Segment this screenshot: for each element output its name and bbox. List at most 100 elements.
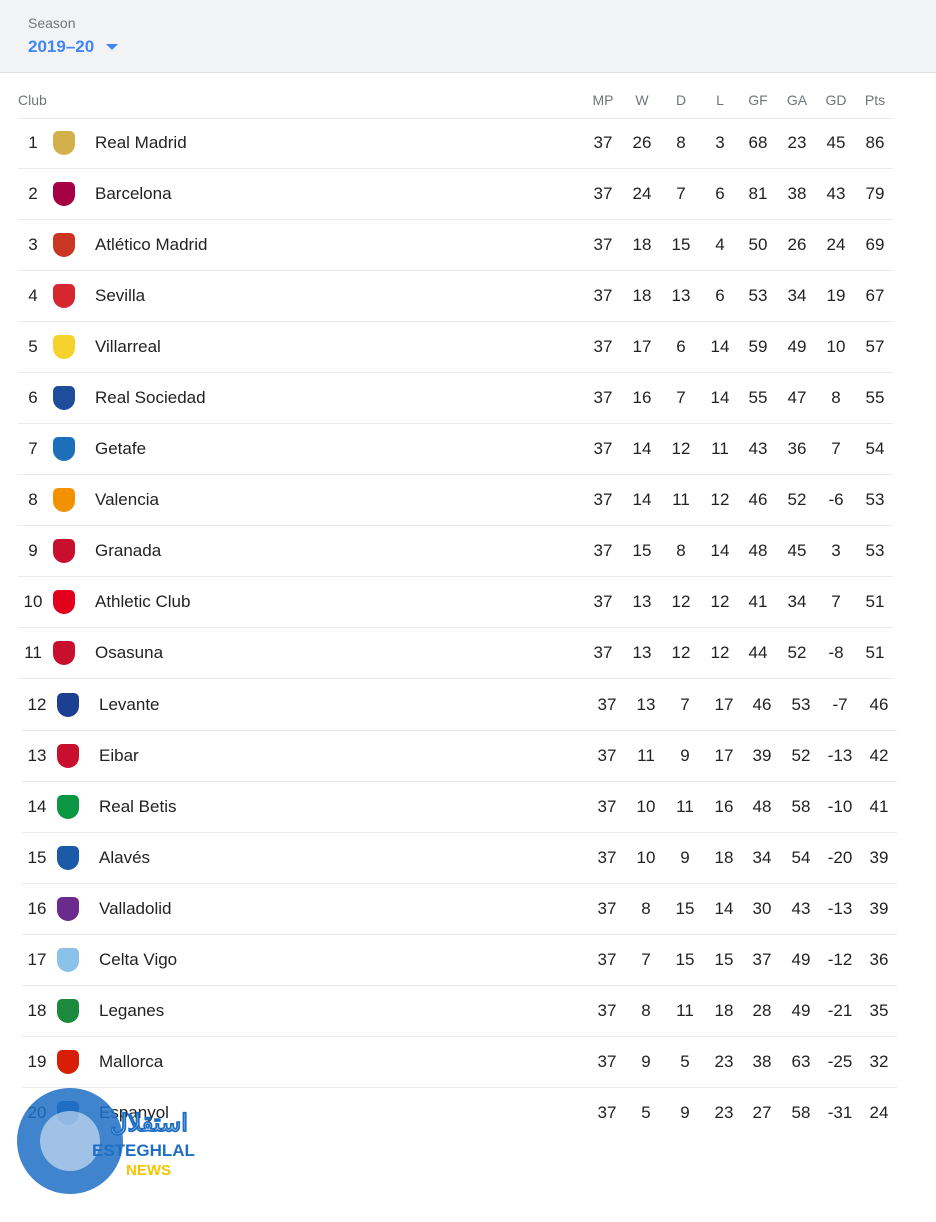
stat: 23: [714, 1103, 734, 1122]
stat: 24: [826, 235, 846, 254]
stat: 51: [865, 643, 885, 662]
column-header: GF: [748, 92, 768, 108]
stat: 17: [632, 337, 652, 356]
stat: 28: [752, 1001, 772, 1020]
stat: 49: [791, 950, 811, 969]
stat: 5: [641, 1103, 651, 1122]
stat: 24: [632, 184, 652, 203]
divider: [22, 1036, 897, 1037]
position: 19: [27, 1052, 47, 1071]
club-name: Getafe: [95, 439, 147, 458]
stat: 17: [714, 695, 734, 714]
club-logo: [53, 488, 75, 512]
column-header: GD: [825, 92, 847, 108]
column-header: D: [675, 92, 687, 108]
stat: 53: [865, 541, 885, 560]
stat: 54: [791, 848, 811, 867]
stat: 46: [748, 490, 768, 509]
stat: 37: [593, 235, 613, 254]
stat: 37: [597, 1103, 617, 1122]
stat: 14: [710, 541, 730, 560]
stat: 53: [865, 490, 885, 509]
position: 14: [27, 797, 47, 816]
position: 1: [28, 133, 38, 152]
stat: -20: [827, 848, 853, 867]
stat: 7: [641, 950, 651, 969]
stat: 37: [597, 950, 617, 969]
club-name: Athletic Club: [95, 592, 191, 611]
stat: 81: [748, 184, 768, 203]
stat: 52: [791, 746, 811, 765]
stat: 35: [869, 1001, 889, 1020]
position: 18: [27, 1001, 47, 1020]
club-name: Sevilla: [95, 286, 146, 305]
stat: 52: [787, 490, 807, 509]
stat: 53: [748, 286, 768, 305]
stat: 14: [632, 439, 652, 458]
stat: 37: [597, 848, 617, 867]
stat: 12: [710, 643, 730, 662]
club-logo: [53, 233, 75, 257]
stat: 79: [865, 184, 885, 203]
column-header: L: [716, 92, 724, 108]
divider: [18, 525, 893, 526]
club-logo: [53, 590, 75, 614]
stat: 49: [791, 1001, 811, 1020]
position: 5: [28, 337, 38, 356]
stat: 49: [787, 337, 807, 356]
stat: 67: [865, 286, 885, 305]
stat: 26: [787, 235, 807, 254]
stat: 13: [632, 592, 652, 611]
stat: 10: [636, 797, 656, 816]
stat: 43: [826, 184, 846, 203]
divider: [18, 270, 893, 271]
season-select[interactable]: 2019–20: [28, 37, 119, 57]
divider: [18, 118, 893, 119]
club-name: Granada: [95, 541, 162, 560]
stat: 37: [597, 695, 617, 714]
stat: 7: [680, 695, 690, 714]
stat: -8: [828, 643, 844, 662]
club-name: Real Madrid: [95, 133, 187, 152]
stat: 27: [752, 1103, 772, 1122]
stat: 15: [632, 541, 652, 560]
season-value[interactable]: 2019–20: [28, 37, 95, 56]
stat: 26: [632, 133, 652, 152]
stat: 46: [869, 695, 889, 714]
stat: 6: [715, 184, 725, 203]
position: 3: [28, 235, 38, 254]
divider: [18, 474, 893, 475]
stat: 12: [671, 439, 691, 458]
stat: -31: [827, 1103, 853, 1122]
stat: 8: [676, 133, 686, 152]
stat: 15: [675, 950, 695, 969]
club-name: Mallorca: [99, 1052, 164, 1071]
column-header: MP: [592, 92, 614, 108]
stat: 12: [710, 490, 730, 509]
stat: 39: [752, 746, 772, 765]
stat: 18: [714, 1001, 734, 1020]
club-logo: [57, 693, 79, 717]
club-name: Valencia: [95, 490, 159, 509]
stat: -25: [827, 1052, 853, 1071]
position: 17: [27, 950, 47, 969]
dropdown-arrow[interactable]: [105, 42, 119, 52]
stat: 11: [637, 746, 655, 765]
stat: 68: [748, 133, 768, 152]
stat: 37: [593, 490, 613, 509]
stat: 43: [791, 899, 811, 918]
stat: 9: [680, 848, 690, 867]
stat: 16: [714, 797, 734, 816]
position: 9: [28, 541, 38, 560]
watermark-name: ESTEGHLAL: [92, 1141, 195, 1160]
stat: 37: [593, 184, 613, 203]
club-logo: [53, 386, 75, 410]
stat: 7: [831, 439, 841, 458]
club-name: Leganes: [99, 1001, 165, 1020]
stat: 54: [865, 439, 885, 458]
stat: 17: [714, 746, 734, 765]
club-logo: [53, 539, 75, 563]
stat: 37: [597, 746, 617, 765]
stat: 14: [710, 388, 730, 407]
stat: 47: [787, 388, 807, 407]
